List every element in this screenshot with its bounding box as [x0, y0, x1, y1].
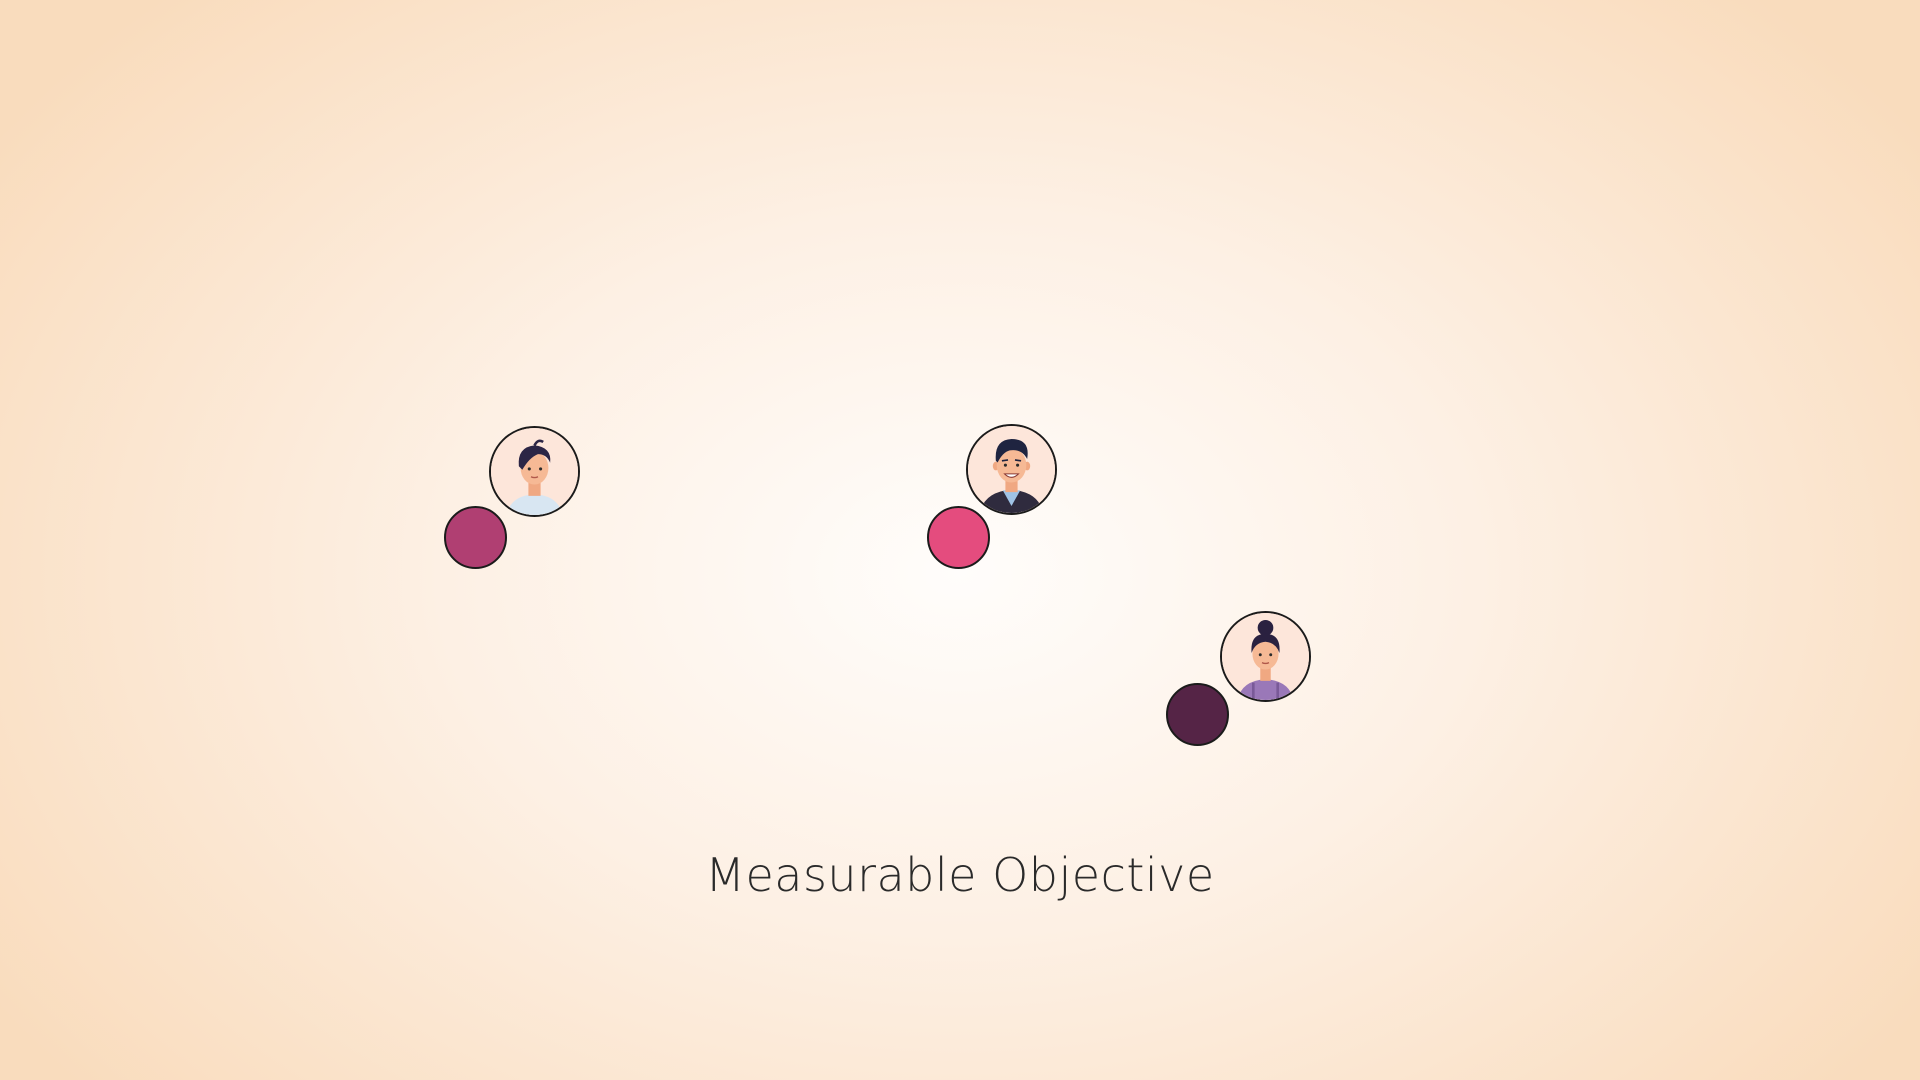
- pink-dot-2: [927, 506, 990, 569]
- avatar-person-2: [966, 424, 1057, 515]
- person-1-icon: [491, 428, 578, 515]
- purple-dot-3: [1166, 683, 1229, 746]
- person-3-icon: [1222, 613, 1309, 700]
- pink-dot-1: [444, 506, 507, 569]
- person-2-icon: [968, 426, 1055, 513]
- caption-text: Measurable Objective: [705, 848, 1215, 902]
- avatar-person-3: [1220, 611, 1311, 702]
- avatar-person-1: [489, 426, 580, 517]
